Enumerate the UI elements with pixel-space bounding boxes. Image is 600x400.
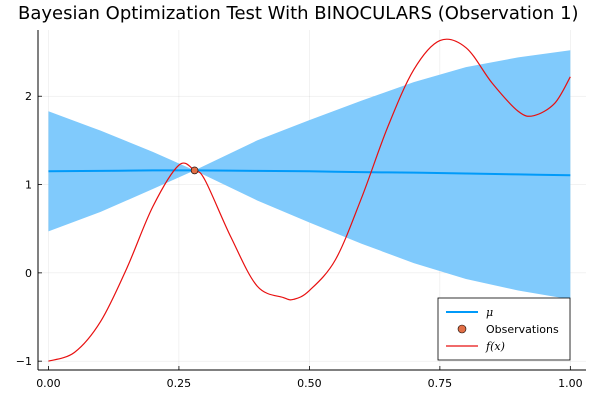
x-tick-label: 0.00 [36,377,61,390]
mean-line-layer [48,169,571,177]
legend-label: Observations [486,323,559,336]
observation-point [190,166,199,175]
axes [37,30,586,371]
legend-label: μ [486,306,493,319]
mean-line [48,169,571,177]
x-tick-label: 1.00 [558,377,583,390]
observation-layer [190,166,199,175]
objective-line [48,38,571,362]
legend: μ Observations f(x) [437,297,571,361]
tick-labels: 0.00 0.25 0.50 0.75 1.00 −1 0 1 2 [16,90,583,390]
legend-swatch-observation [457,324,467,334]
y-tick-label: 2 [25,90,32,103]
objective-line-layer [48,38,571,362]
y-tick-label: 1 [25,179,32,192]
uncertainty-band [48,50,571,300]
x-tick-label: 0.25 [167,377,192,390]
legend-label: f(x) [485,340,505,353]
uncertainty-band-layer [48,50,571,300]
x-tick-label: 0.50 [297,377,322,390]
y-tick-label: −1 [16,355,32,368]
chart-title: Bayesian Optimization Test With BINOCULA… [18,3,579,24]
x-tick-label: 0.75 [428,377,453,390]
y-tick-label: 0 [25,267,32,280]
